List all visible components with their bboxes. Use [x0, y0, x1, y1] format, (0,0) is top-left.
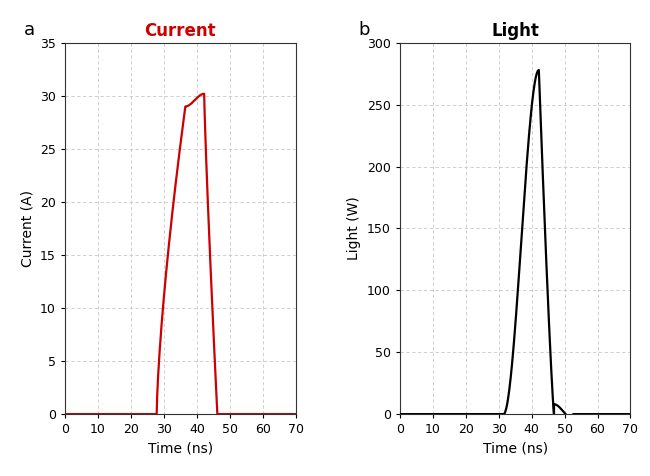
- X-axis label: Time (ns): Time (ns): [148, 442, 213, 456]
- Text: b: b: [358, 20, 370, 39]
- X-axis label: Time (ns): Time (ns): [482, 442, 548, 456]
- Title: Current: Current: [144, 22, 216, 40]
- Y-axis label: Current (A): Current (A): [21, 190, 34, 267]
- Title: Light: Light: [491, 22, 539, 40]
- Text: a: a: [23, 20, 34, 39]
- Y-axis label: Light (W): Light (W): [347, 197, 361, 260]
